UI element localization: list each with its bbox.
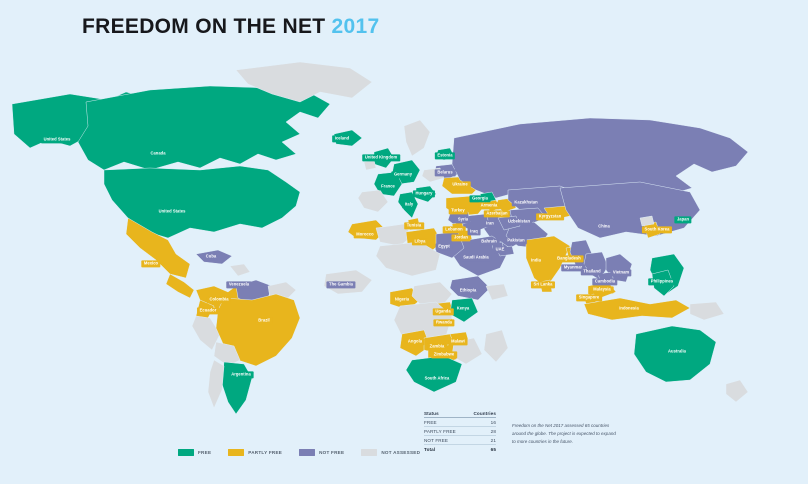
legend-label: NOT FREE — [319, 450, 345, 455]
description-text: Freedom on the Net 2017 assessed 65 coun… — [512, 423, 616, 444]
map-legend: FREE PARTLY FREE NOT FREE NOT ASSESSED — [178, 449, 420, 456]
map-region-na[interactable] — [208, 360, 224, 408]
title-year: 2017 — [331, 15, 380, 38]
map-region-na[interactable] — [690, 302, 724, 320]
map-region-partly[interactable] — [216, 294, 300, 366]
map-region-free[interactable] — [334, 130, 362, 146]
legend-label: NOT ASSESSED — [381, 450, 421, 455]
legend-item-partly[interactable]: PARTLY FREE — [228, 449, 282, 456]
map-region-free[interactable] — [374, 148, 394, 168]
map-region-na[interactable] — [192, 316, 220, 350]
map-region-na[interactable] — [640, 216, 654, 226]
legend-item-na[interactable]: NOT ASSESSED — [361, 449, 420, 456]
map-region-na[interactable] — [230, 264, 250, 276]
table-total-row: Total 65 — [424, 444, 496, 454]
map-region-na[interactable] — [452, 338, 482, 364]
map-region-free[interactable] — [416, 186, 436, 202]
cell-countries: 21 — [466, 435, 496, 446]
col-countries: Countries — [466, 409, 496, 419]
table-row: PARTLY FREE 28 — [424, 426, 496, 437]
map-region-free[interactable] — [634, 326, 716, 382]
map-region-partly[interactable] — [540, 280, 552, 292]
map-region-partly[interactable] — [126, 218, 190, 278]
map-region-free[interactable] — [436, 148, 454, 160]
map-region-partly[interactable] — [584, 298, 690, 320]
map-region-notfree[interactable] — [196, 250, 232, 264]
map-region-free[interactable] — [398, 192, 418, 218]
map-region-free[interactable] — [406, 356, 462, 392]
total-label: Total — [424, 447, 436, 453]
map-region-na[interactable] — [236, 62, 372, 102]
stats-table: Status Countries FREE 16 PARTLY FREE 28 NOT … — [424, 409, 496, 454]
map-region-notfree[interactable] — [450, 276, 490, 300]
cell-countries: 28 — [466, 426, 496, 437]
map-region-partly[interactable] — [166, 274, 194, 298]
map-region-na[interactable] — [324, 270, 372, 294]
map-region-partly[interactable] — [526, 236, 570, 288]
total-value: 65 — [490, 447, 496, 453]
world-map[interactable]: United States Canada United States Mexico Cu… — [0, 42, 808, 440]
map-region-free[interactable] — [450, 298, 478, 322]
cell-status: PARTLY FREE — [424, 426, 467, 437]
map-region-na[interactable] — [404, 120, 430, 156]
map-region-na[interactable] — [376, 224, 412, 246]
legend-swatch-free — [178, 449, 194, 456]
cell-status: NOT FREE — [424, 435, 467, 446]
table-row: FREE 16 — [424, 417, 496, 428]
map-region-na[interactable] — [364, 160, 376, 170]
legend-swatch-na — [361, 449, 378, 456]
title-main: FREEDOM ON THE NET — [82, 15, 326, 38]
map-region-na[interactable] — [486, 284, 508, 300]
col-status: Status — [424, 409, 467, 419]
table-header-row: Status Countries — [424, 409, 496, 419]
table-row: NOT FREE 21 — [424, 435, 496, 446]
legend-item-free[interactable]: FREE — [178, 449, 211, 456]
map-region-partly[interactable] — [408, 218, 420, 230]
legend-item-notfree[interactable]: NOT FREE — [299, 449, 344, 456]
map-footer: Status Countries FREE 16 PARTLY FREE 28 NOT … — [0, 400, 808, 484]
legend-label: PARTLY FREE — [248, 450, 283, 455]
map-region-na[interactable] — [726, 380, 748, 402]
map-region-na[interactable] — [422, 168, 444, 182]
cell-status: FREE — [424, 417, 467, 428]
world-map-svg — [0, 42, 808, 440]
map-region-notfree[interactable] — [560, 182, 700, 238]
page-title: FREEDOM ON THE NET 2017 — [82, 15, 379, 39]
legend-swatch-notfree — [299, 449, 316, 456]
cell-countries: 16 — [466, 417, 496, 428]
map-region-na[interactable] — [484, 330, 508, 362]
map-region-partly[interactable] — [452, 222, 464, 232]
legend-label: FREE — [198, 450, 212, 455]
legend-swatch-partly — [228, 449, 245, 456]
